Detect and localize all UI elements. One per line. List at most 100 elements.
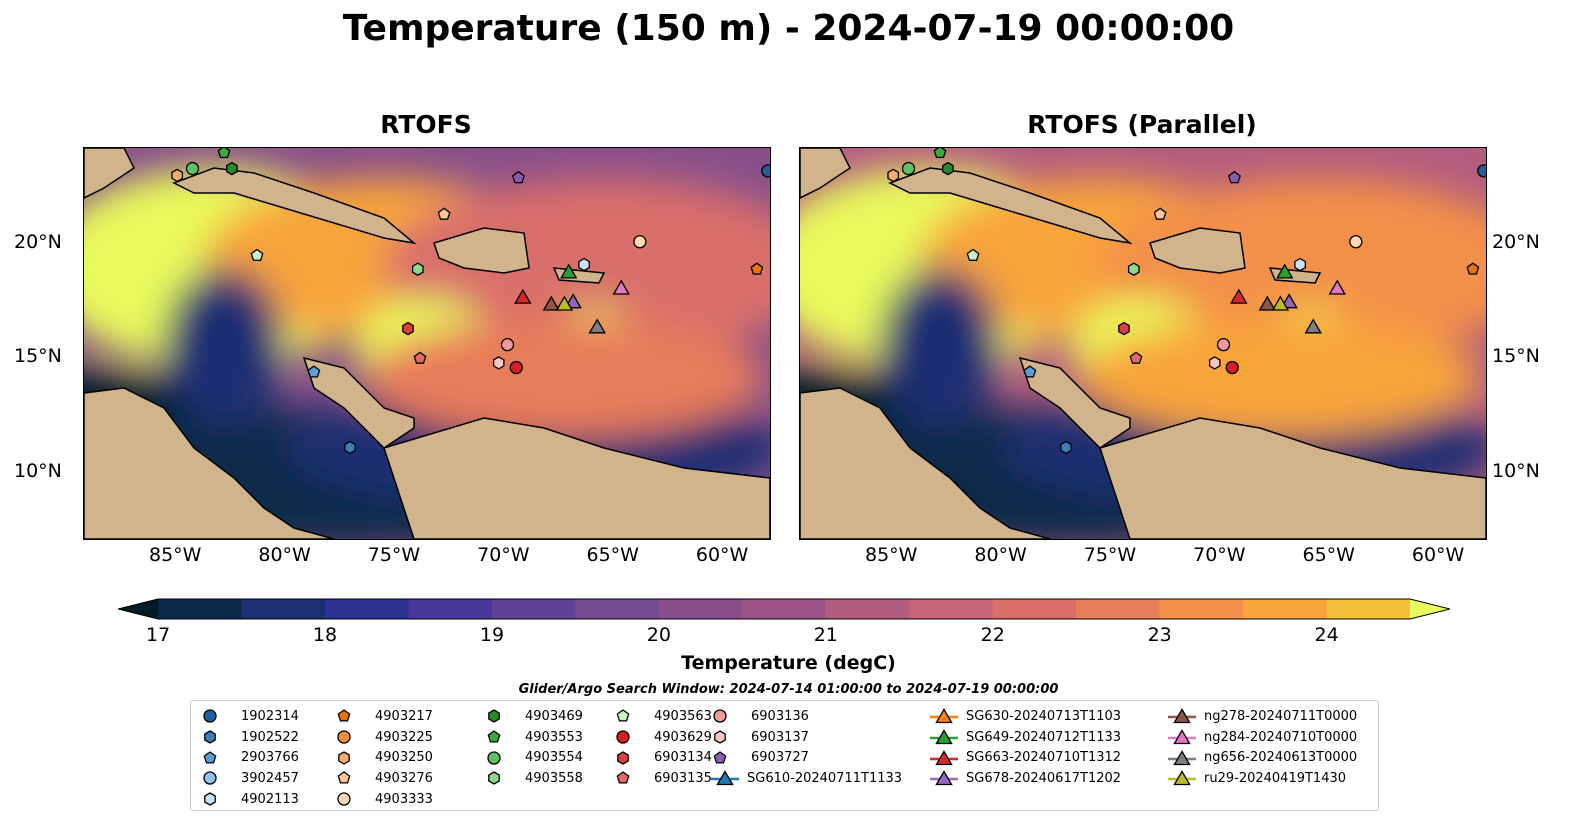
legend-marker-icon xyxy=(713,709,727,723)
marker-4903469 xyxy=(942,161,954,176)
lon-tick-label: 80°W xyxy=(258,544,311,566)
land xyxy=(800,148,851,199)
land xyxy=(433,227,530,274)
colorbar-under-arrow xyxy=(118,599,158,619)
colorbar-outline xyxy=(118,598,1450,620)
marker-6903727 xyxy=(1227,170,1241,184)
marker-4903276 xyxy=(437,207,451,220)
lat-tick-label: 15°N xyxy=(1492,345,1540,368)
lon-tick-label: 60°W xyxy=(695,544,749,566)
marker-4903553 xyxy=(933,148,947,159)
colorbar-tick-label: 17 xyxy=(146,624,171,646)
lon-tick-label: 75°W xyxy=(367,544,421,566)
legend-triangle xyxy=(935,729,953,745)
marker-4903554 xyxy=(901,161,916,176)
colorbar xyxy=(118,598,1450,620)
land xyxy=(1099,417,1486,539)
lon-tick-label: 80°W xyxy=(974,544,1027,566)
land xyxy=(1149,227,1246,274)
legend-item: 6903136 xyxy=(709,706,902,727)
marker-ng656-20240613T0000 xyxy=(588,318,606,334)
marker-SG649-20240712T1133 xyxy=(1276,263,1294,279)
marker-ng284-20240710T0000 xyxy=(612,279,630,295)
colorbar-segment xyxy=(909,599,994,619)
marker-4903563 xyxy=(966,248,980,261)
legend-shape xyxy=(488,709,500,724)
legend-shape xyxy=(203,771,217,786)
legend-marker-icon xyxy=(930,729,958,745)
map-panel-rtofs xyxy=(83,147,771,540)
legend-item: ng284-20240710T0000 xyxy=(1166,727,1357,748)
colorbar-segment xyxy=(158,599,242,619)
legend-marker-icon xyxy=(337,709,351,722)
search-window-text: Glider/Argo Search Window: 2024-07-14 01… xyxy=(518,682,1059,697)
legend-shape xyxy=(203,750,217,764)
marker-4903217 xyxy=(1466,262,1480,275)
legend-marker-icon xyxy=(616,709,630,722)
legend-triangle xyxy=(1173,749,1191,765)
legend: 1902314 1902522 2903766 3902457 4902113 49032… xyxy=(190,700,1379,811)
colorbar-tick-label: 18 xyxy=(312,624,338,646)
marker-4903469 xyxy=(226,161,238,176)
legend-triangle xyxy=(1173,729,1191,745)
legend-marker-icon xyxy=(487,730,501,743)
legend-marker-icon xyxy=(337,792,351,806)
land xyxy=(172,167,417,245)
marker-6903134 xyxy=(402,321,414,336)
marker-4903558 xyxy=(1127,262,1140,276)
lat-tick-label: 15°N xyxy=(14,345,62,368)
marker-4903629 xyxy=(1225,360,1239,375)
legend-item: 2903766 xyxy=(199,747,299,768)
legend-label: ng284-20240710T0000 xyxy=(1204,729,1358,745)
legend-marker-icon xyxy=(203,771,217,786)
legend-label: ru29-20240419T1430 xyxy=(1204,770,1347,786)
legend-label: 4903225 xyxy=(375,729,433,745)
marker-6903137 xyxy=(492,356,505,370)
legend-marker-icon xyxy=(1168,708,1196,724)
legend-shape xyxy=(203,709,217,723)
legend-label: 4903217 xyxy=(375,708,433,724)
legend-shape xyxy=(616,771,630,784)
marker-4903554 xyxy=(185,161,200,176)
colorbar-segment xyxy=(575,599,660,619)
legend-label: 1902314 xyxy=(241,708,299,724)
legend-marker-icon xyxy=(1168,770,1196,786)
legend-item: ng656-20240613T0000 xyxy=(1166,747,1357,768)
legend-label: ng656-20240613T0000 xyxy=(1204,750,1358,766)
legend-item: 4902113 xyxy=(199,789,299,810)
legend-triangle xyxy=(935,708,953,724)
legend-marker-icon xyxy=(711,770,739,786)
legend-item: 3902457 xyxy=(199,768,299,789)
colorbar-segment xyxy=(408,599,493,619)
legend-shape xyxy=(337,709,351,722)
marker-4903217 xyxy=(750,262,764,275)
legend-marker-icon xyxy=(713,750,727,764)
legend-shape xyxy=(204,730,216,744)
lat-tick-label: 20°N xyxy=(1492,231,1540,254)
legend-marker-icon xyxy=(1168,749,1196,765)
marker-ng278-20240711T0000 xyxy=(1258,295,1276,311)
lat-tick-label: 20°N xyxy=(14,231,62,254)
colorbar-over-arrow xyxy=(1410,599,1450,619)
legend-triangle xyxy=(716,770,734,786)
legend-shape xyxy=(337,730,351,744)
legend-label: 4903276 xyxy=(375,770,433,786)
legend-marker-icon xyxy=(488,771,500,786)
colorbar-segment xyxy=(658,599,743,619)
marker-6903136 xyxy=(500,337,515,352)
colorbar-label: Temperature (degC) xyxy=(681,652,896,674)
legend-item: 4903469 xyxy=(483,706,583,727)
legend-label: 3902457 xyxy=(241,770,299,786)
marker-6903137 xyxy=(1208,356,1221,370)
legend-label: SG649-20240712T1133 xyxy=(966,729,1122,745)
legend-label: SG663-20240710T1312 xyxy=(966,750,1122,766)
colorbar-tick-label: 24 xyxy=(1314,624,1339,646)
marker-6903136 xyxy=(1216,337,1231,352)
marker-1902314 xyxy=(1477,164,1486,178)
legend-item: 1902522 xyxy=(199,727,299,748)
legend-marker-icon xyxy=(204,730,216,744)
legend-shape xyxy=(487,730,501,743)
legend-label: 4903554 xyxy=(525,750,583,766)
legend-marker-icon xyxy=(203,750,217,764)
marker-2903766 xyxy=(307,365,321,378)
